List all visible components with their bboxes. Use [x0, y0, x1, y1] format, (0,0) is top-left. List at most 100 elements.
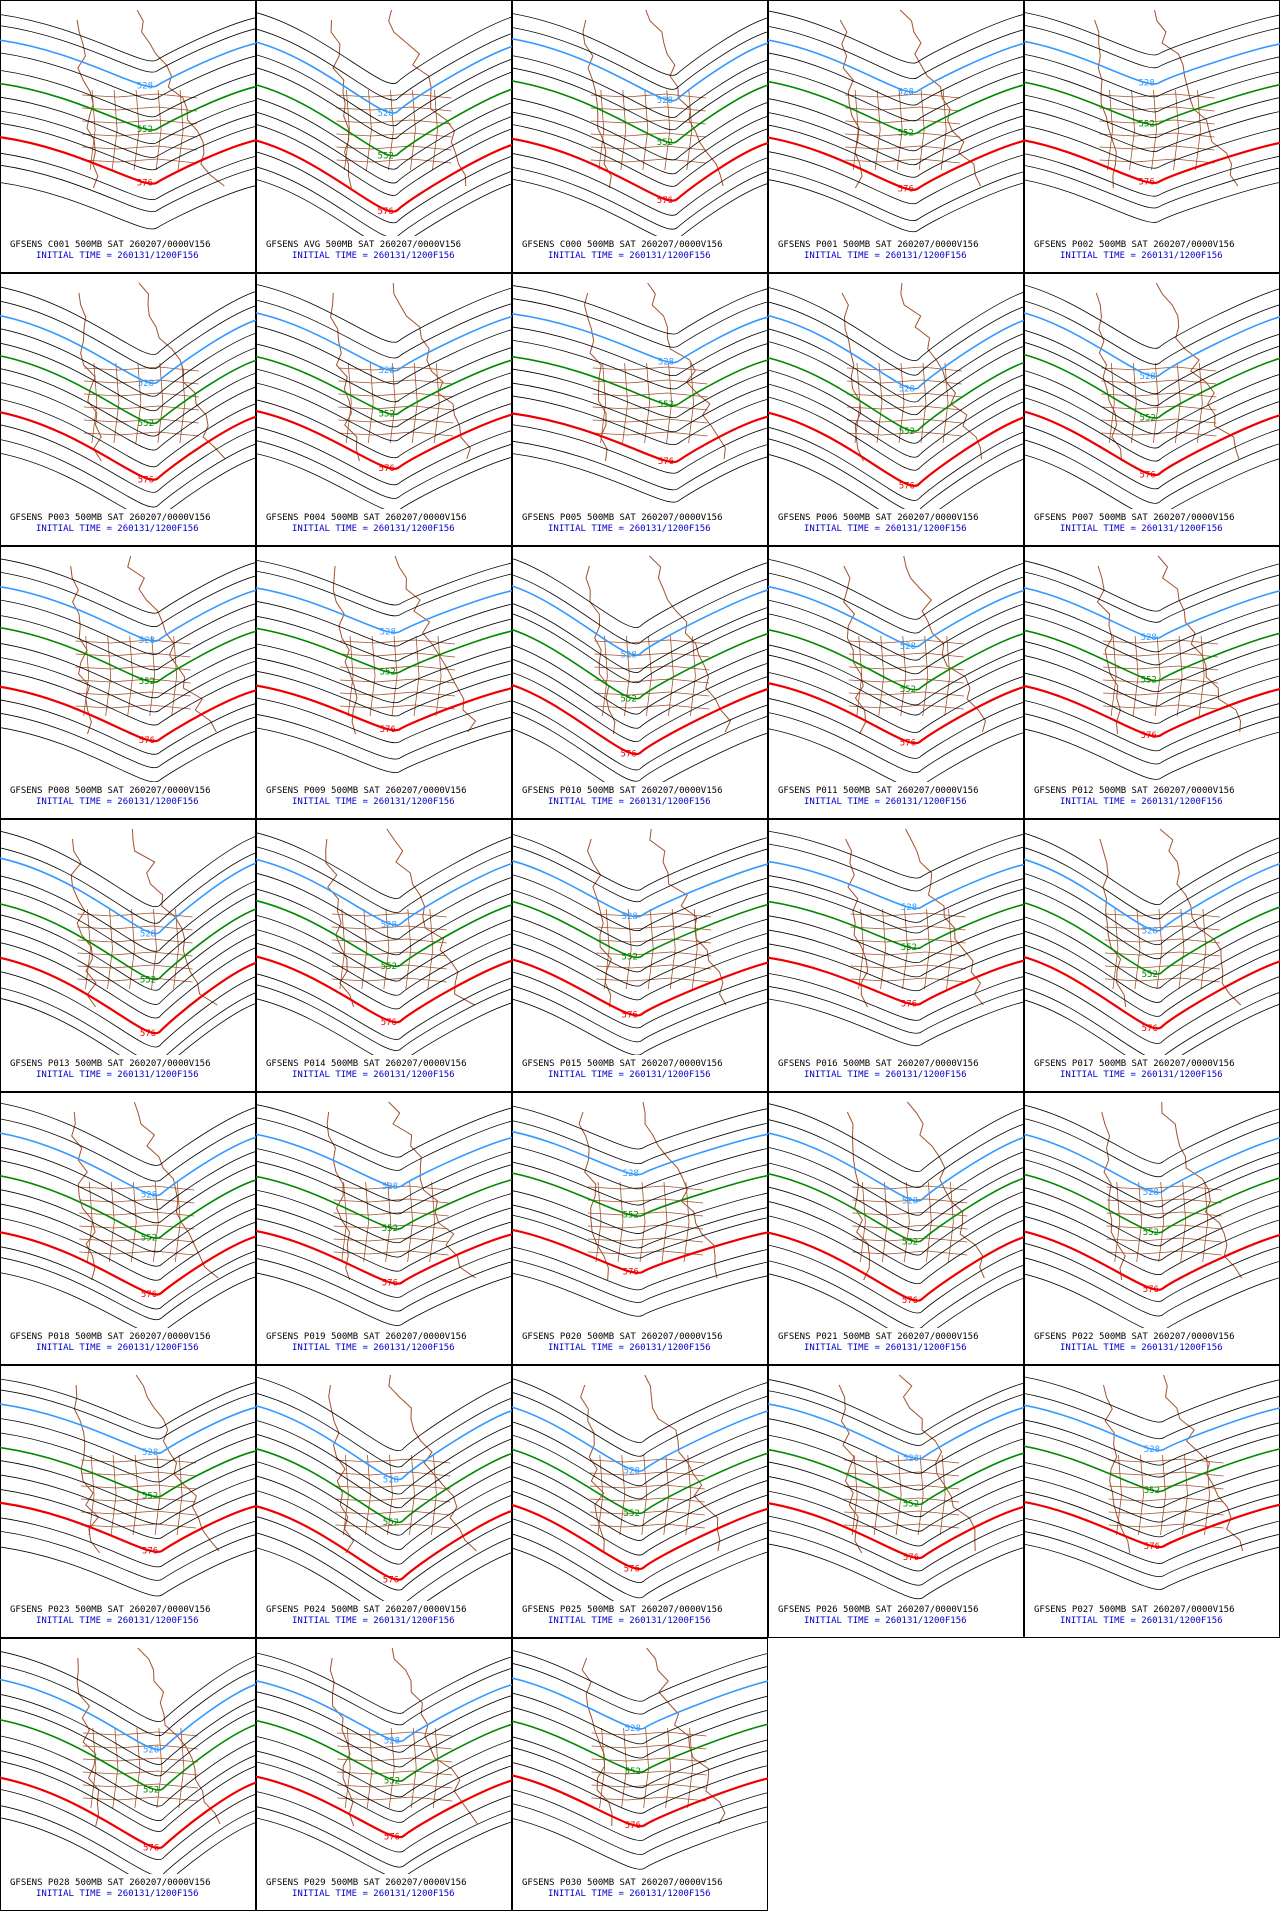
contour: [0, 699, 256, 755]
state-line: [135, 362, 142, 444]
contour-528: [256, 1133, 512, 1188]
contour-576: [768, 1502, 1024, 1560]
contour-label: 552: [623, 1211, 639, 1221]
contour: [1024, 384, 1280, 449]
state-line: [1099, 119, 1215, 125]
state-line: [85, 908, 91, 990]
contour: [768, 672, 1024, 733]
contour: [768, 572, 1024, 634]
contour-576: [0, 1776, 256, 1850]
contour: [1024, 24, 1280, 69]
contour: [1024, 560, 1280, 612]
contour: [256, 284, 512, 343]
panel-border: [256, 1092, 512, 1365]
contour: [0, 727, 256, 782]
contour: [1024, 1431, 1280, 1478]
coastline: [585, 565, 616, 735]
state-line: [1204, 1454, 1210, 1536]
state-line: [365, 1454, 371, 1536]
contour-label: 576: [139, 736, 155, 746]
contour: [1024, 153, 1280, 197]
contour: [512, 915, 768, 973]
contour: [0, 558, 256, 614]
panel-border: [0, 1365, 256, 1638]
contour: [0, 152, 256, 201]
contour: [256, 179, 512, 236]
contour-528: [0, 857, 256, 935]
state-line: [337, 1770, 453, 1776]
contour: [0, 300, 256, 370]
contour: [0, 987, 256, 1055]
map: 528 552 576: [0, 1374, 256, 1597]
state-line: [367, 362, 374, 444]
state-line: [592, 405, 708, 411]
panel: 528 552 576 GFSENS C001 500MB SAT 260207/00…: [0, 0, 256, 273]
panel: 528 552 576 GFSENS AVG 500MB SAT 260207/000…: [256, 0, 512, 273]
contour: [768, 843, 1024, 892]
contour-552: [512, 1172, 768, 1217]
contour-label: 552: [139, 677, 155, 687]
state-line: [340, 704, 456, 710]
contour: [512, 1105, 768, 1150]
contour: [256, 1376, 512, 1452]
contour-label: 528: [903, 1454, 919, 1464]
contour: [256, 453, 512, 509]
state-line: [1196, 362, 1203, 444]
contour: [512, 27, 768, 90]
contour: [256, 973, 512, 1040]
state-line: [91, 362, 98, 444]
contour: [256, 382, 512, 442]
state-line: [852, 1211, 968, 1217]
contour-label: 576: [900, 738, 916, 748]
contour: [512, 700, 768, 771]
contour: [0, 1203, 256, 1267]
contour: [256, 111, 512, 184]
coastline: [1094, 19, 1117, 189]
init-label: INITIAL TIME = 260131/1200F156: [1060, 1343, 1223, 1353]
contour: [1024, 916, 1280, 989]
contour-576: [512, 1774, 768, 1828]
state-line: [595, 1181, 602, 1263]
state-line: [844, 1484, 960, 1490]
state-line: [429, 1181, 436, 1263]
contour-label: 528: [898, 87, 914, 97]
contour-552: [1024, 81, 1280, 126]
panel: 528 552 576 GFSENS P024 500MB SAT 260207/00…: [256, 1365, 512, 1638]
coastline: [1157, 555, 1242, 733]
contour: [768, 151, 1024, 205]
panel-border: [256, 546, 512, 819]
contour: [512, 382, 768, 433]
map: 528 552 576: [0, 555, 256, 782]
state-line: [335, 1458, 451, 1464]
state-line: [591, 1770, 707, 1776]
contour: [512, 1434, 768, 1500]
contour: [768, 1434, 1024, 1491]
contour-label: 576: [899, 482, 915, 492]
run-label: GFSENS P012 500MB SAT 260207/0000V156: [1034, 786, 1234, 796]
state-line: [335, 1484, 451, 1490]
contour: [256, 67, 512, 140]
panel: 528 552 576 GFSENS P022 500MB SAT 260207/00…: [1024, 1092, 1280, 1365]
state-line: [844, 1458, 960, 1464]
contour-576: [1024, 1500, 1280, 1549]
state-line: [75, 639, 191, 645]
panel-border: [0, 546, 256, 819]
contour: [768, 998, 1024, 1047]
init-label: INITIAL TIME = 260131/1200F156: [36, 1616, 199, 1626]
coastline: [1163, 1374, 1244, 1552]
state-line: [1104, 951, 1220, 957]
state-line: [82, 158, 198, 164]
contour: [1024, 700, 1280, 752]
contour: [1024, 94, 1280, 139]
contour: [0, 1705, 256, 1777]
contour: [256, 727, 512, 774]
contour-576: [768, 136, 1024, 191]
state-line: [1202, 1181, 1209, 1263]
state-line: [876, 362, 883, 444]
state-line: [1198, 635, 1205, 717]
contour: [1024, 1273, 1280, 1328]
state-line: [338, 405, 454, 411]
state-line: [596, 938, 712, 944]
contour: [256, 440, 512, 499]
